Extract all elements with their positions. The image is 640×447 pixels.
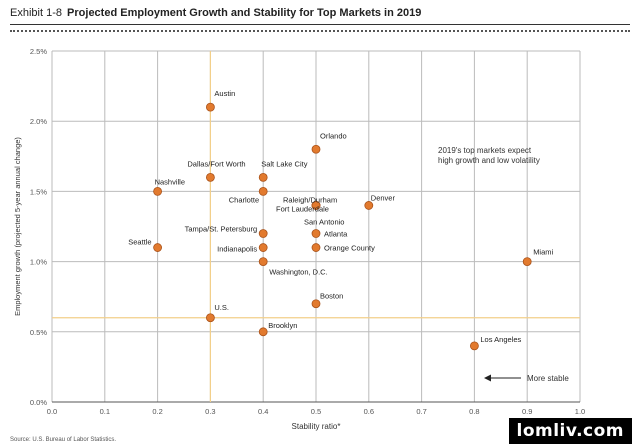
x-tick-label: 0.8: [469, 407, 479, 416]
x-tick-label: 1.0: [575, 407, 585, 416]
label-raleigh-durham: Raleigh/Durham: [283, 195, 337, 204]
point-boston: [311, 299, 321, 309]
label-orlando: Orlando: [320, 131, 347, 140]
point-austin: [205, 102, 215, 112]
point-san-antonio: [311, 201, 321, 210]
arrow-head-icon: [484, 374, 491, 382]
label-san-antonio: San Antonio: [304, 217, 344, 226]
point-los-angeles: [469, 341, 479, 351]
y-tick-label: 0.0%: [30, 398, 47, 407]
chart-header: Exhibit 1-8 Projected Employment Growth …: [10, 6, 421, 20]
watermark-logo: lomliv.com: [508, 418, 632, 444]
label-fort-lauderdale: Fort Lauderdale: [276, 204, 329, 213]
annotation-top-markets-line2: high growth and low volatility: [438, 156, 540, 165]
point-atlanta: [311, 229, 321, 238]
label-charlotte: Charlotte: [229, 195, 259, 204]
point-denver: [364, 201, 374, 210]
label-austin: Austin: [214, 89, 235, 98]
point-dallas-fort-worth: [205, 172, 215, 182]
annotation-more-stable: More stable: [527, 374, 569, 383]
label-nashville: Nashville: [155, 177, 185, 186]
label-brooklyn: Brooklyn: [268, 321, 297, 330]
y-tick-label: 1.0%: [30, 258, 47, 267]
x-tick-label: 0.0: [47, 407, 57, 416]
label-seattle: Seattle: [128, 238, 151, 247]
x-tick-label: 0.4: [258, 407, 268, 416]
label-denver: Denver: [371, 193, 396, 202]
point-tampa-st-petersburg: [258, 229, 268, 238]
point-nashville: [153, 186, 163, 196]
point-miami: [522, 257, 532, 267]
point-salt-lake-city: [258, 172, 268, 182]
axis-ticks: 0.0 0.1 0.2 0.3 0.4 0.5 0.6 0.7 0.8 0.9 1.0 0.0% 0.5…: [30, 47, 585, 416]
annotation-top-markets-line1: 2019's top markets expect: [438, 146, 532, 155]
y-tick-label: 2.5%: [30, 47, 47, 56]
x-tick-label: 0.9: [522, 407, 532, 416]
x-tick-label: 0.1: [100, 407, 110, 416]
x-axis-label: Stability ratio*: [292, 422, 341, 431]
chart-title: Projected Employment Growth and Stabilit…: [67, 7, 422, 19]
source-note: Source: U.S. Bureau of Labor Statistics.: [10, 437, 117, 443]
label-salt-lake-city: Salt Lake City: [261, 159, 308, 168]
label-tampa-st-petersburg: Tampa/St. Petersburg: [185, 225, 258, 234]
x-tick-label: 0.3: [205, 407, 215, 416]
label-dallas-fort-worth: Dallas/Fort Worth: [187, 159, 245, 168]
point-brooklyn: [258, 327, 268, 337]
grid-lines: [51, 50, 581, 403]
y-tick-label: 1.5%: [30, 187, 47, 196]
y-tick-label: 0.5%: [30, 328, 47, 337]
label-washington-d-c: Washington, D.C.: [269, 268, 328, 277]
label-atlanta: Atlanta: [324, 230, 348, 239]
x-tick-label: 0.6: [364, 407, 374, 416]
header-dotted-rule: [10, 30, 630, 32]
x-tick-label: 0.5: [311, 407, 321, 416]
label-boston: Boston: [320, 292, 343, 301]
data-points: [153, 102, 532, 351]
point-orlando: [311, 144, 321, 154]
point-indianapolis: [258, 243, 268, 252]
exhibit-number: Exhibit 1-8: [10, 7, 62, 19]
y-axis-label: Employment growth (projected 5-year annu…: [13, 137, 22, 316]
label-orange-county: Orange County: [324, 244, 375, 253]
label-indianapolis: Indianapolis: [217, 245, 257, 254]
label-miami: Miami: [533, 248, 553, 257]
header-rule: [10, 24, 630, 25]
y-tick-label: 2.0%: [30, 117, 47, 126]
x-tick-label: 0.7: [416, 407, 426, 416]
x-tick-label: 0.2: [152, 407, 162, 416]
label-u-s: U.S.: [214, 303, 229, 312]
point-seattle: [153, 243, 163, 252]
point-washington-d-c: [258, 257, 268, 267]
point-labels: Austin Orlando Dallas/Fort Worth Salt Lake …: [128, 89, 553, 344]
point-u-s: [205, 313, 215, 323]
point-orange-county: [311, 243, 321, 252]
label-los-angeles: Los Angeles: [480, 335, 521, 344]
point-charlotte: [258, 186, 268, 196]
